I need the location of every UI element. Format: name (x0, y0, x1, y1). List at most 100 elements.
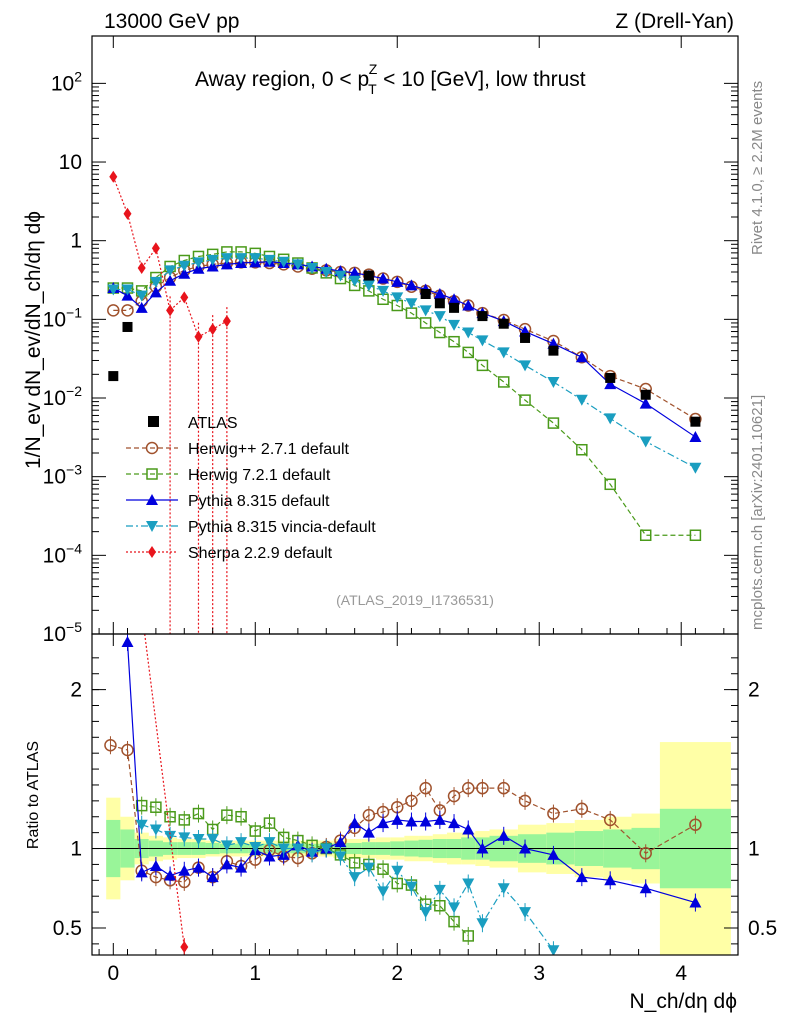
ratio-point (405, 815, 418, 827)
ratio-point (448, 915, 460, 928)
ratio-point (178, 864, 191, 876)
data-point (689, 462, 702, 474)
main-panel: 10210110−110−210−310−410−5ATLASHerwig++ … (43, 35, 739, 955)
ratio-tick-label-left: 1 (70, 838, 82, 861)
tick-exp: −5 (66, 619, 82, 635)
reference-point (449, 302, 460, 313)
y-tick-label: 10−3 (43, 462, 83, 489)
data-point (135, 301, 148, 313)
legend-marker (148, 416, 159, 427)
ratio-point (603, 813, 617, 827)
data-point (448, 319, 461, 331)
reference-point (420, 289, 431, 300)
ratio-point (689, 818, 702, 831)
y-tick-label: 10−1 (43, 304, 83, 331)
series-line (113, 257, 696, 469)
tick-base: 10 (43, 623, 66, 646)
ratio-point (164, 810, 176, 823)
ratio-point (405, 794, 418, 808)
ratio-point (433, 884, 446, 896)
data-point (405, 298, 418, 310)
data-point (135, 290, 148, 302)
tick-base: 10 (43, 544, 66, 567)
upper-series (107, 170, 702, 634)
header-right: Z (Drell-Yan) (615, 10, 734, 33)
ratio-point (434, 899, 446, 912)
legend-label: Pythia 8.315 vincia-default (188, 519, 376, 536)
ratio-point (462, 930, 474, 942)
title-sup: Z (369, 61, 378, 77)
ratio-series-4 (144, 634, 189, 955)
reference-point (363, 270, 374, 281)
ratio-point (391, 865, 404, 877)
lower-frame (91, 633, 739, 956)
tick-exp: −4 (66, 540, 82, 556)
ratio-point (135, 819, 148, 831)
data-point (448, 335, 460, 348)
ratio-point (220, 858, 233, 870)
data-point (164, 274, 177, 286)
y-tick-label: 1 (70, 230, 82, 253)
data-point (462, 346, 474, 359)
x-tick-label: 4 (675, 962, 687, 985)
ratio-series (104, 634, 702, 955)
data-point (575, 394, 588, 406)
ratio-series-3 (135, 815, 560, 955)
data-point (194, 330, 203, 343)
reference-point (548, 345, 559, 356)
ratio-point (519, 907, 532, 919)
y-tick-label: 10−5 (43, 619, 83, 646)
reference-point (520, 332, 531, 343)
y-tick-label: 10−2 (43, 383, 83, 410)
ratio-point (362, 808, 376, 822)
tick-base: 10 (43, 466, 66, 489)
ratio-point (221, 809, 233, 821)
header-left: 13000 GeV pp (104, 10, 239, 33)
legend-marker (146, 521, 158, 532)
ratio-point (362, 862, 375, 874)
legend-label: Sherpa 2.2.9 default (188, 545, 333, 562)
ratio-point (121, 743, 134, 757)
y-tick-label: 10−4 (43, 540, 83, 567)
data-point (306, 262, 319, 274)
data-point (604, 413, 617, 425)
series-4 (109, 170, 231, 634)
data-point (192, 257, 205, 269)
data-point (405, 279, 418, 291)
ratio-point (377, 886, 390, 898)
ratio-line (141, 824, 554, 951)
legend-marker (146, 494, 158, 505)
data-point (391, 292, 404, 304)
tick-exp: 2 (74, 68, 82, 84)
ratio-tick-label-right: 2 (748, 679, 760, 702)
data-point (320, 266, 333, 278)
data-point (151, 242, 160, 255)
x-axis-label: N_ch/dη dϕ (630, 990, 738, 1013)
data-point (362, 280, 375, 292)
ratio-point (164, 830, 177, 842)
tick-exp: −3 (66, 462, 82, 478)
reference-point (690, 416, 701, 427)
data-point (448, 293, 461, 305)
data-point (433, 288, 446, 300)
data-point (249, 253, 262, 265)
ratio-line (141, 805, 469, 937)
data-point (547, 376, 560, 388)
ratio-point (391, 813, 404, 825)
ratio-point (575, 802, 589, 816)
series-line (113, 261, 696, 420)
ratio-tick-label-right: 0.5 (748, 917, 777, 940)
data-point (689, 529, 702, 542)
ratio-point (149, 824, 162, 836)
legend-marker (148, 546, 156, 558)
data-point (604, 378, 617, 390)
ratio-point (235, 861, 248, 873)
reference-point (477, 311, 488, 322)
x-tick-label: 2 (391, 962, 403, 985)
x-tick-label: 0 (107, 962, 119, 985)
ratio-point (178, 814, 191, 826)
data-point (220, 253, 233, 265)
legend-label: Pythia 8.315 default (188, 493, 330, 510)
data-point (107, 304, 120, 317)
